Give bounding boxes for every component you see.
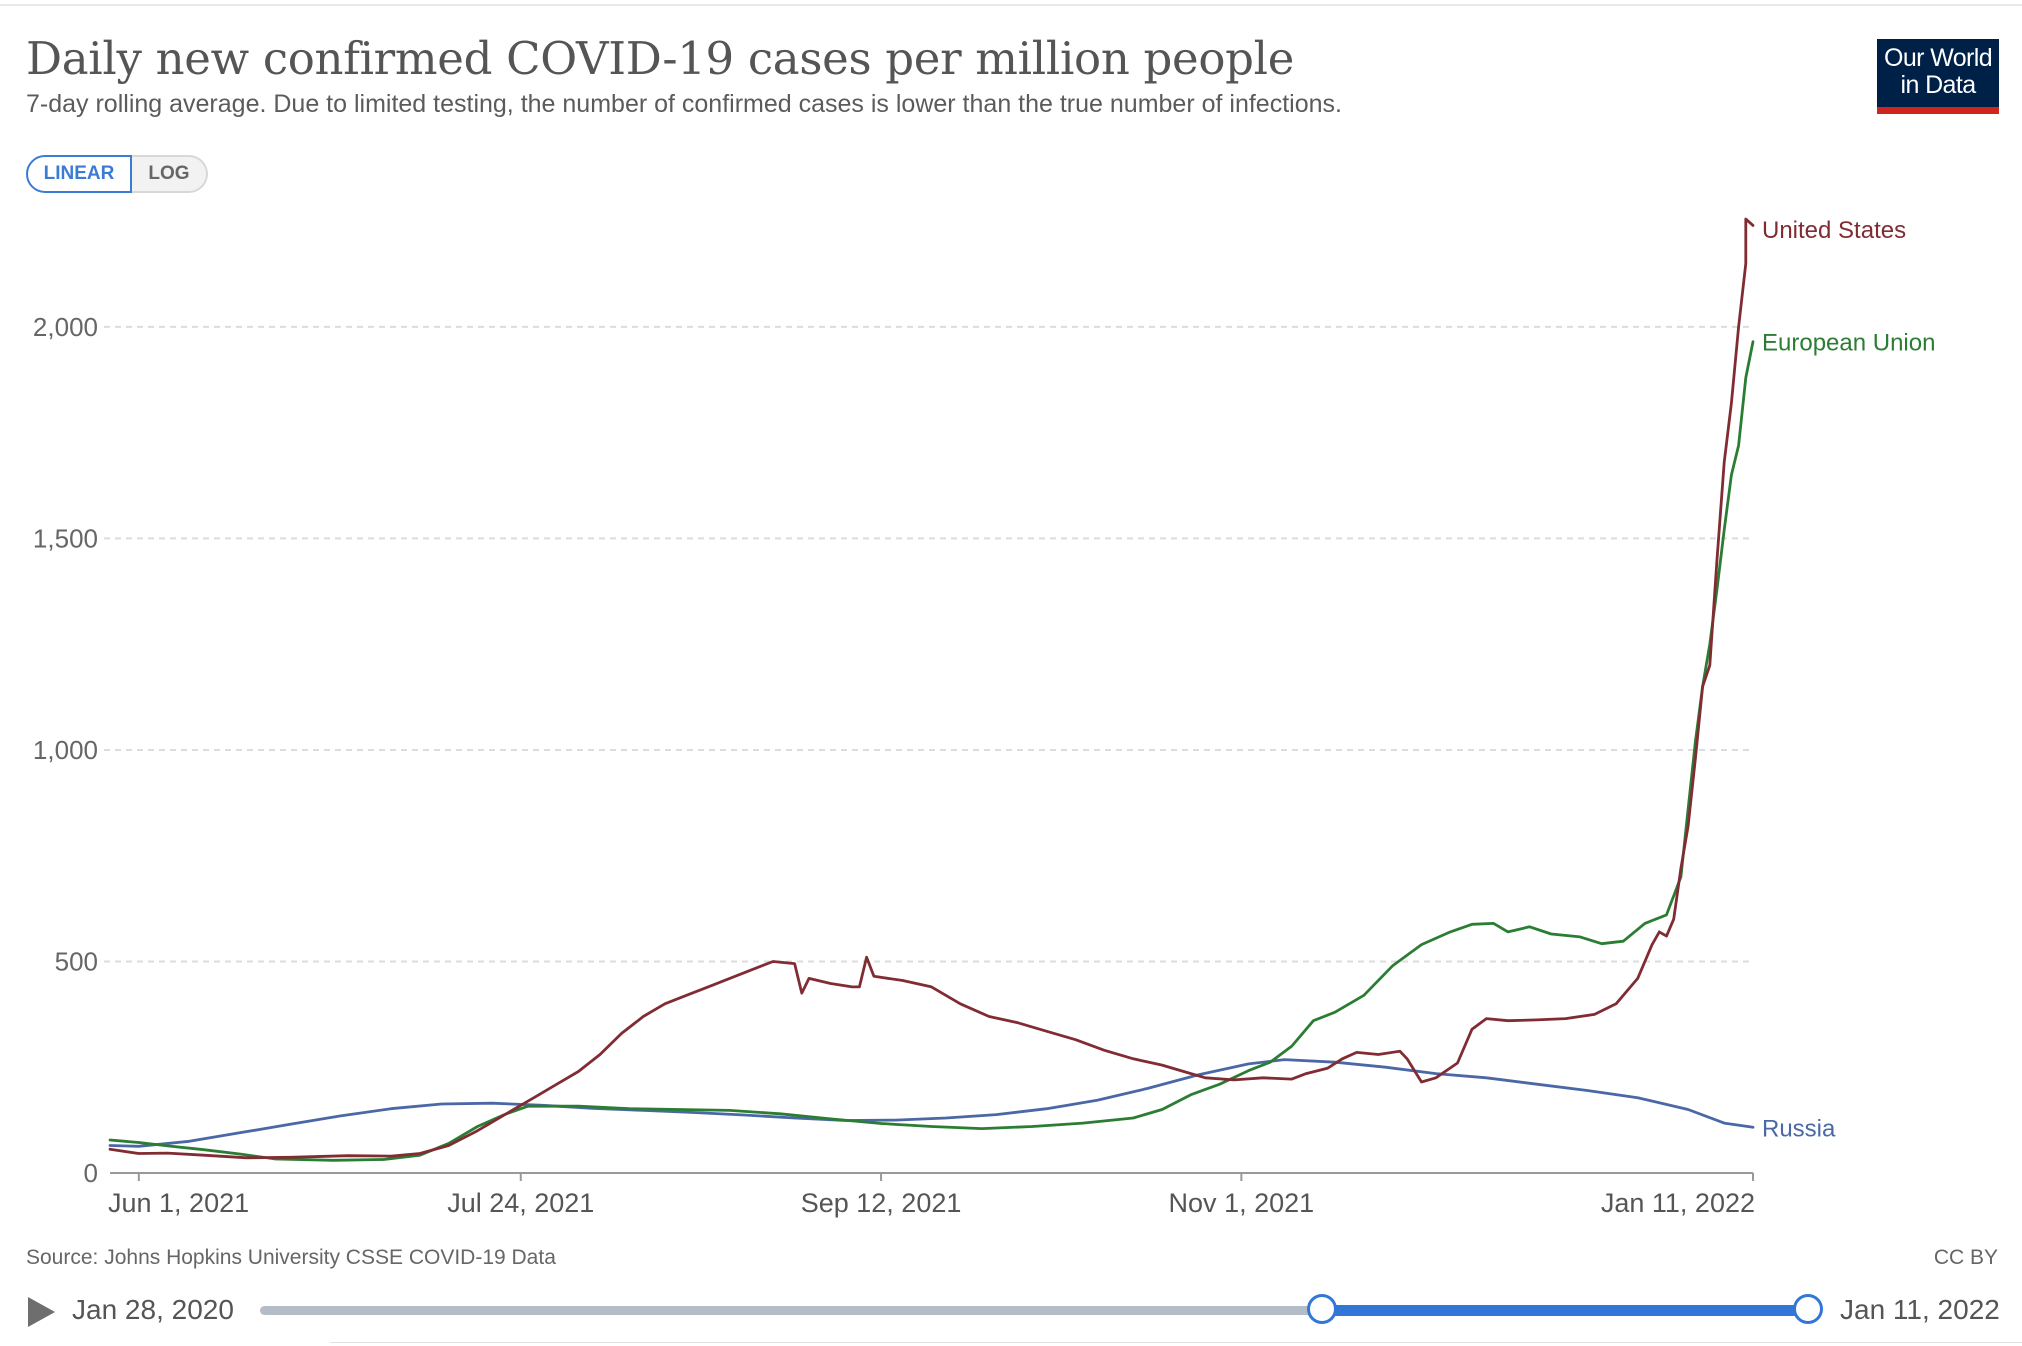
y-tick-label: 500 xyxy=(55,946,98,976)
chart-title: Daily new confirmed COVID-19 cases per m… xyxy=(26,32,1295,85)
series-label-united-states: United States xyxy=(1762,217,1906,244)
timeline-start-handle[interactable] xyxy=(1307,1294,1337,1324)
y-tick-label: 2,000 xyxy=(33,312,98,342)
owid-logo[interactable]: Our World in Data xyxy=(1877,39,1999,114)
series-line-european-union xyxy=(108,340,1755,1162)
timeline-end-label: Jan 11, 2022 xyxy=(1840,1294,2000,1325)
series-label-russia: Russia xyxy=(1762,1115,1836,1142)
timeline-start-label: Jan 28, 2020 xyxy=(72,1294,234,1325)
logo-red-bar xyxy=(1877,107,1999,114)
y-tick-label: 0 xyxy=(84,1158,98,1188)
series-line-united-states xyxy=(108,217,1755,1160)
y-tick-label: 1,000 xyxy=(33,735,98,765)
x-tick-label: Jul 24, 2021 xyxy=(447,1188,594,1218)
scale-toggle: LINEAR LOG xyxy=(26,155,208,193)
timeline-end-handle[interactable] xyxy=(1793,1294,1823,1324)
x-tick-label: Sep 12, 2021 xyxy=(801,1188,962,1218)
linear-scale-button[interactable]: LINEAR xyxy=(26,155,132,193)
x-tick-label: Nov 1, 2021 xyxy=(1169,1188,1315,1218)
bottom-divider xyxy=(330,1342,2022,1343)
play-icon[interactable] xyxy=(28,1297,55,1327)
timeline-selected-range[interactable] xyxy=(1322,1305,1808,1316)
logo-line-1: Our World xyxy=(1883,44,1993,72)
license-link[interactable]: CC BY xyxy=(1933,1246,1998,1269)
x-tick-label: Jan 11, 2022 xyxy=(1601,1188,1755,1218)
series-label-european-union: European Union xyxy=(1762,330,1935,357)
x-tick-label: Jun 1, 2021 xyxy=(108,1188,249,1218)
y-tick-label: 1,500 xyxy=(33,523,98,553)
timeline-track[interactable] xyxy=(260,1306,1808,1315)
series-line-russia xyxy=(108,1058,1755,1148)
logo-line-2: in Data xyxy=(1900,71,1976,99)
top-divider xyxy=(0,0,2022,6)
log-scale-button[interactable]: LOG xyxy=(132,155,208,193)
source-note: Source: Johns Hopkins University CSSE CO… xyxy=(26,1246,556,1269)
chart-subtitle: 7-day rolling average. Due to limited te… xyxy=(26,90,1342,118)
